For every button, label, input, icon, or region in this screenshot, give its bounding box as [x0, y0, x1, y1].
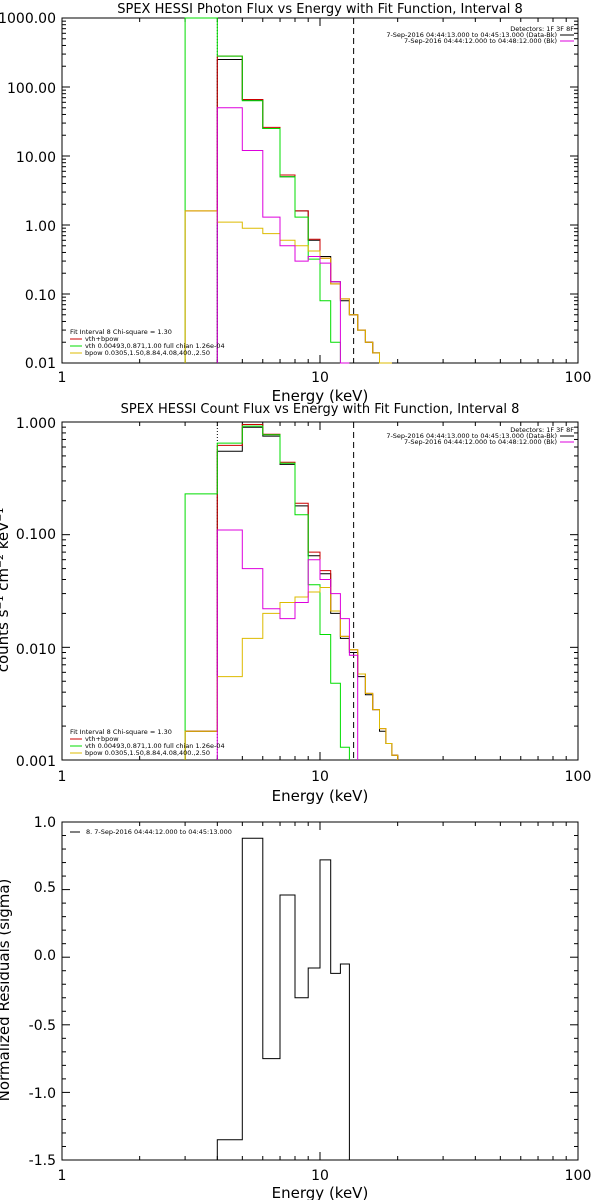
- x-tick-label: 1: [58, 370, 67, 386]
- y-tick-label: 1000.00: [0, 11, 56, 27]
- series-8: [216, 837, 350, 1160]
- photon-flux-title: SPEX HESSI Photon Flux vs Energy with Fi…: [117, 2, 523, 17]
- legend-entry-residuals: 8. 7-Sep-2016 04:44:12.000 to 04:45:13.0…: [86, 828, 232, 836]
- x-tick-label: 1: [58, 1168, 67, 1184]
- legend-fit-header: Fit Interval 8 Chi-square = 1.30: [70, 328, 172, 336]
- legend-entry-bpow: bpow 0.0305,1.50,8.84,4.08,400.,2.50: [85, 349, 210, 357]
- legend-detectors: Detectors: 1F 3F 8F: [510, 25, 574, 33]
- x-tick-label: 100: [565, 1168, 592, 1184]
- y-tick-label: 10.00: [16, 150, 56, 166]
- x-tick-label: 10: [311, 1168, 329, 1184]
- series-data-bk: [184, 426, 399, 760]
- x-axis-label: Energy (keV): [272, 787, 369, 805]
- y-tick-label: -1.0: [29, 1086, 56, 1102]
- count-flux-title: SPEX HESSI Count Flux vs Energy with Fit…: [121, 402, 520, 417]
- y-tick-label: 0.010: [16, 642, 56, 658]
- y-tick-label: 0.0: [34, 948, 56, 964]
- x-tick-label: 10: [311, 370, 329, 386]
- y-tick-label: 0.001: [16, 754, 56, 770]
- legend-entry-total: vth+bpow: [85, 335, 119, 343]
- plot-frame: [61, 17, 579, 364]
- x-tick-label: 100: [565, 769, 592, 785]
- y-tick-label: 1.0: [34, 815, 56, 831]
- y-tick-label: 100.00: [7, 81, 56, 97]
- y-tick-label: -0.5: [29, 1018, 56, 1034]
- legend-entry-vth: vth 0.00493,0.871,1.00 full chian 1.26e-…: [85, 742, 225, 750]
- legend-entry-total: vth+bpow: [85, 735, 119, 743]
- x-tick-label: 100: [565, 370, 592, 386]
- legend-entry-data: 7-Sep-2016 04:44:13.000 to 04:45:13.000 …: [386, 31, 557, 39]
- x-tick-label: 10: [311, 769, 329, 785]
- series-bpow: [184, 210, 392, 364]
- series-vth: [184, 17, 341, 363]
- legend-entry-bpow: bpow 0.0305,1.50,8.84,4.08,400.,2.50: [85, 749, 210, 757]
- y-tick-label: 0.5: [34, 880, 56, 896]
- photon-flux-panel: SPEX HESSI Photon Flux vs Energy with Fi…: [0, 2, 591, 405]
- series-bk: [216, 107, 350, 364]
- y-tick-label: 0.01: [25, 356, 56, 372]
- series-bk: [216, 529, 359, 760]
- legend-detectors: Detectors: 1F 3F 8F: [510, 426, 574, 434]
- series-bpow: [184, 587, 399, 760]
- y-axis-label: counts s⁻¹ cm⁻² keV⁻¹: [0, 508, 12, 673]
- x-axis-label: Energy (keV): [272, 1184, 369, 1200]
- series-vth-bpow: [184, 55, 392, 364]
- y-tick-label: 0.100: [16, 527, 56, 543]
- y-tick-label: 1.00: [25, 219, 56, 235]
- residuals-panel: 1.0 0.5 0.0 -0.5 -1.0 -1.5 1 10 100 Ener…: [0, 815, 591, 1200]
- count-flux-panel: SPEX HESSI Count Flux vs Energy with Fit…: [0, 402, 591, 805]
- x-tick-label: 1: [58, 769, 67, 785]
- legend-entry-vth: vth 0.00493,0.871,1.00 full chian 1.26e-…: [85, 342, 225, 350]
- x-axis-label: Energy (keV): [272, 387, 369, 405]
- legend-entry-background: 7-Sep-2016 04:44:12.000 to 04:48:12.000 …: [404, 37, 557, 45]
- legend-entry-background: 7-Sep-2016 04:44:12.000 to 04:48:12.000 …: [404, 438, 557, 446]
- y-axis-label: Normalized Residuals (sigma): [0, 879, 13, 1102]
- y-tick-label: 0.10: [25, 288, 56, 304]
- legend-entry-data: 7-Sep-2016 04:44:13.000 to 04:45:13.000 …: [386, 432, 557, 440]
- y-tick-label: 1.000: [16, 416, 56, 432]
- legend-fit-header: Fit Interval 8 Chi-square = 1.30: [70, 728, 172, 736]
- series-vth: [184, 425, 350, 760]
- y-tick-label: -1.5: [29, 1153, 56, 1169]
